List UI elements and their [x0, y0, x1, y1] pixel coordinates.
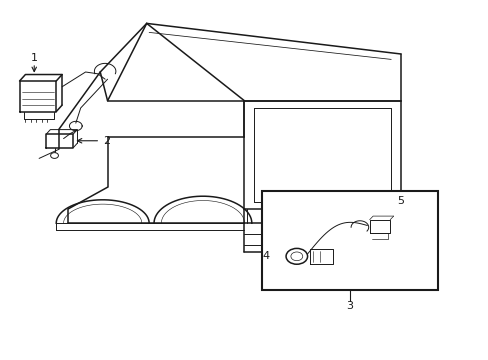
Bar	[261, 191, 437, 290]
Text: 2: 2	[103, 136, 110, 146]
Text: 4: 4	[262, 251, 268, 261]
Circle shape	[290, 252, 302, 261]
Text: 5: 5	[396, 196, 403, 206]
Circle shape	[285, 248, 307, 264]
Text: 1: 1	[31, 53, 38, 63]
Circle shape	[51, 153, 59, 158]
Text: 3: 3	[346, 301, 352, 311]
